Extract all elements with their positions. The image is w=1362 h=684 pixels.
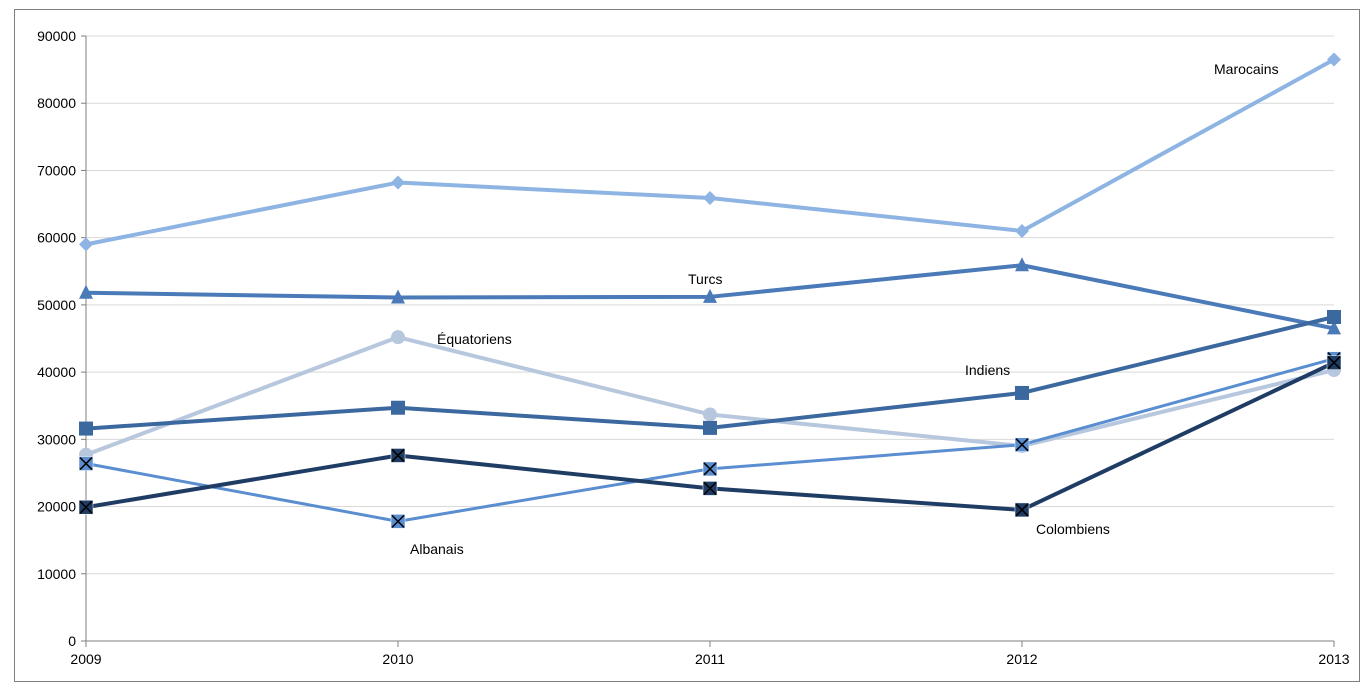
y-tick-label: 30000 bbox=[37, 431, 76, 447]
series-albanais bbox=[78, 351, 1342, 529]
x-tick-label: 2009 bbox=[70, 651, 101, 667]
series-label-annotation: Indiens bbox=[965, 362, 1010, 378]
data-point-square bbox=[703, 420, 717, 435]
series-line bbox=[85, 335, 1335, 457]
y-tick-label: 20000 bbox=[37, 499, 76, 515]
data-point-diamond bbox=[391, 175, 405, 190]
annotations: Marocains Turcs Équatoriens Indiens Albanais… bbox=[410, 61, 1279, 557]
data-point-x-square bbox=[1014, 502, 1030, 518]
series-indiens bbox=[79, 309, 1341, 436]
y-tick-label: 90000 bbox=[37, 28, 76, 44]
data-point-diamond bbox=[79, 237, 93, 252]
y-tick-label: 50000 bbox=[37, 297, 76, 313]
series-label-annotation: Équatoriens bbox=[437, 331, 512, 347]
data-point-diamond bbox=[1327, 52, 1341, 67]
data-point-triangle bbox=[391, 289, 405, 304]
y-tick-label: 0 bbox=[68, 633, 76, 649]
x-tick-label: 2012 bbox=[1006, 651, 1037, 667]
series-lines bbox=[78, 52, 1342, 529]
series-label-annotation: Colombiens bbox=[1036, 521, 1110, 537]
series-marocains bbox=[79, 52, 1341, 252]
x-tick-label: 2013 bbox=[1318, 651, 1349, 667]
data-point-x-square bbox=[702, 461, 718, 477]
y-tick-label: 60000 bbox=[37, 230, 76, 246]
data-point-x-square bbox=[78, 499, 94, 515]
data-point-triangle bbox=[1015, 257, 1029, 272]
series-label-annotation: Turcs bbox=[688, 271, 722, 287]
series-line bbox=[85, 57, 1335, 247]
series-colombiens bbox=[78, 355, 1342, 518]
data-point-x-square bbox=[390, 514, 406, 529]
data-point-x-square bbox=[1014, 437, 1030, 452]
data-point-square bbox=[1327, 309, 1341, 324]
data-point-x-square bbox=[390, 448, 406, 463]
data-point-square bbox=[391, 400, 405, 415]
series-turcs bbox=[79, 257, 1341, 335]
data-point-x-square bbox=[702, 481, 718, 496]
y-tick-label: 70000 bbox=[37, 162, 76, 178]
y-tick-label: 80000 bbox=[37, 95, 76, 111]
x-tick-label: 2011 bbox=[695, 651, 725, 667]
data-point-diamond bbox=[1015, 223, 1029, 238]
data-point-triangle bbox=[79, 284, 93, 299]
data-point-triangle bbox=[1327, 320, 1341, 335]
data-point-circle bbox=[391, 330, 405, 345]
data-point-x-square bbox=[1326, 355, 1342, 370]
data-point-circle bbox=[703, 407, 717, 422]
axes: 0 10000 20000 30000 40000 50000 60000 70000 8000… bbox=[37, 28, 1350, 667]
x-tick-label: 2010 bbox=[382, 651, 413, 667]
data-point-square bbox=[79, 421, 93, 436]
data-point-triangle bbox=[703, 288, 717, 303]
y-tick-label: 40000 bbox=[37, 364, 76, 380]
data-point-x-square bbox=[78, 456, 94, 471]
gridlines bbox=[86, 35, 1334, 575]
chart-frame bbox=[14, 9, 1360, 682]
series-label-annotation: Marocains bbox=[1214, 61, 1279, 77]
series-label-annotation: Albanais bbox=[410, 541, 464, 557]
data-point-diamond bbox=[703, 191, 717, 206]
series-equatoriens bbox=[79, 330, 1341, 462]
data-point-square bbox=[1015, 385, 1029, 400]
y-tick-label: 10000 bbox=[37, 566, 76, 582]
